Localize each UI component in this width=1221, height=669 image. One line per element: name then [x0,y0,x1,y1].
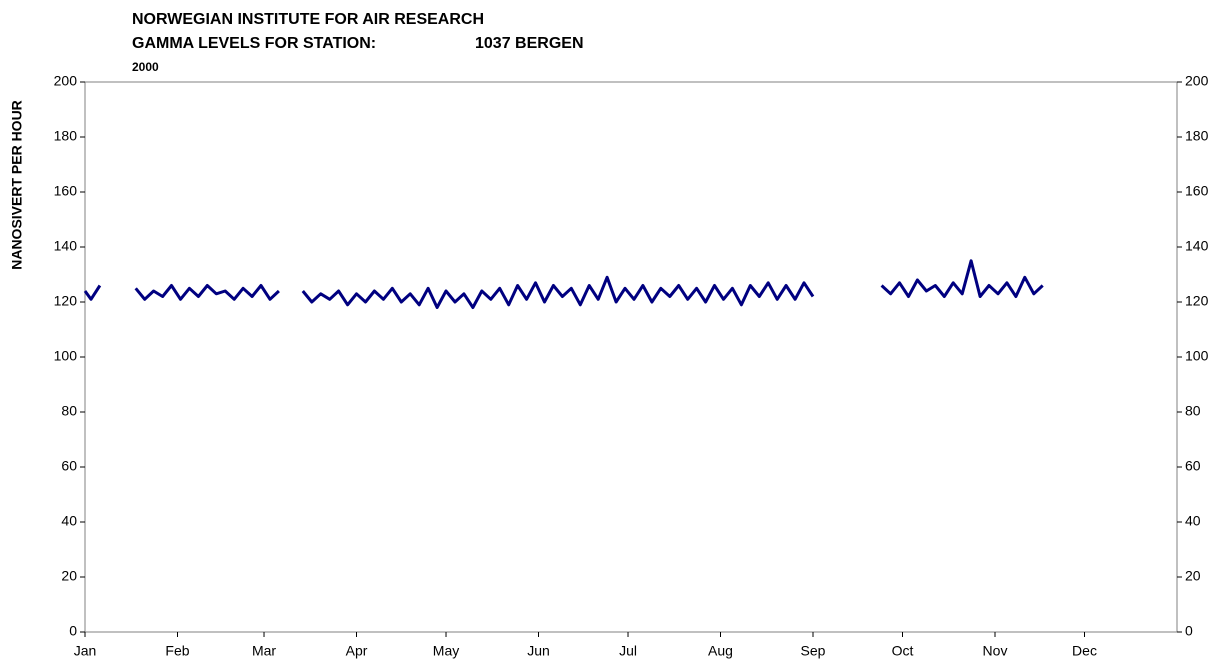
y2-tick-label: 120 [1185,293,1209,309]
x-tick-label: Sep [801,643,826,659]
chart-title: NORWEGIAN INSTITUTE FOR AIR RESEARCH [132,11,484,28]
x-tick-label: Dec [1072,643,1097,659]
x-tick-label: Nov [983,643,1008,659]
y2-tick-label: 80 [1185,403,1201,419]
y2-tick-label: 200 [1185,73,1209,89]
y-axis-label: NANOSIVERT PER HOUR [9,100,25,270]
x-tick-label: Aug [708,643,733,659]
y2-tick-label: 180 [1185,128,1209,144]
y-tick-label: 60 [61,458,77,474]
y-tick-label: 200 [54,73,78,89]
y-tick-label: 40 [61,513,77,529]
y-tick-label: 140 [54,238,78,254]
y2-tick-label: 40 [1185,513,1201,529]
y-tick-label: 180 [54,128,78,144]
y-tick-label: 100 [54,348,78,364]
y2-tick-label: 0 [1185,623,1193,639]
y2-tick-label: 100 [1185,348,1209,364]
y2-tick-label: 20 [1185,568,1201,584]
year: 2000 [132,60,159,74]
y-tick-label: 120 [54,293,78,309]
plot-frame [84,81,1178,633]
y2-tick-label: 60 [1185,458,1201,474]
y2-tick-label: 160 [1185,183,1209,199]
x-tick-label: May [433,643,459,659]
y-tick-label: 0 [69,623,77,639]
x-tick-label: Jul [619,643,637,659]
x-tick-label: Apr [346,643,368,659]
station: 1037 BERGEN [475,35,584,52]
y-tick-label: 80 [61,403,77,419]
x-tick-label: Jun [527,643,550,659]
chart-subtitle: GAMMA LEVELS FOR STATION: [132,35,376,52]
x-tick-label: Oct [892,643,914,659]
x-tick-label: Feb [165,643,189,659]
x-tick-label: Mar [252,643,276,659]
y-tick-label: 160 [54,183,78,199]
data-line [83,259,1044,309]
y2-tick-label: 140 [1185,238,1209,254]
x-tick-label: Jan [74,643,97,659]
y-tick-label: 20 [61,568,77,584]
